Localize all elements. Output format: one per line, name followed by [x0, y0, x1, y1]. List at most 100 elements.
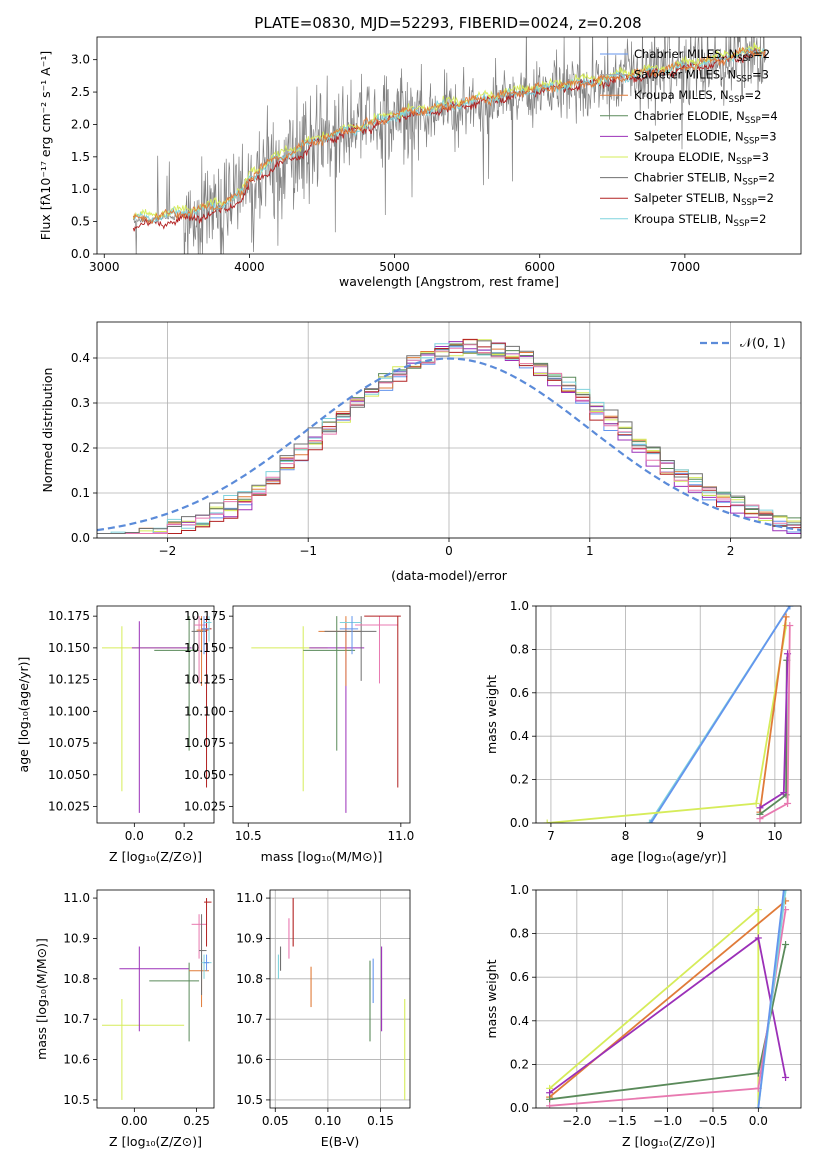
charts: 3000 4000 5000 6000 7000 0.0 0.5 1.0 1.5 2.0 2.5 3.…: [16, 36, 802, 1149]
residuals-plot-xtick-label: 2: [727, 544, 735, 558]
age-weight-plot-xtick-label: 9: [696, 829, 704, 843]
age-weight-plot-xtick-label: 7: [547, 829, 555, 843]
residuals-legend: 𝒩(0, 1): [700, 335, 786, 350]
residuals-plot-plot: [97, 338, 801, 534]
z-mass-plot-ytick-label: 10.7: [63, 1012, 90, 1026]
z-age-plot-ytick-label: 10.100: [48, 704, 90, 718]
residuals-plot-xtick-label: 1: [586, 544, 594, 558]
legend-label: Chabrier MILES, NSSP=2: [634, 47, 770, 64]
z-weight-plot-xtick-label: −0.5: [698, 1114, 727, 1128]
ebv-mass-plot-ytick-label: 10.6: [236, 1053, 263, 1067]
spectrum-plot-ylabel: Flux [fλ10⁻¹⁷ erg cm⁻² s⁻¹ A⁻¹]: [38, 51, 53, 240]
z-weight-plot-xtick-label: −1.0: [653, 1114, 682, 1128]
z-weight-plot: −2.0 −1.5 −1.0 −0.5 0.0 0.0 0.2 0.4 0.6 0.8 1.0 Z […: [484, 883, 802, 1149]
spectrum-plot-xtick-label: 4000: [234, 260, 265, 274]
spectrum-legend: Chabrier MILES, NSSP=2 Salpeter MILES, NS…: [600, 47, 778, 229]
spectrum-plot-ytick-label: 1.5: [71, 150, 90, 164]
z-weight-plot-frame: [535, 889, 802, 1109]
z-mass-plot-ytick-label: 11.0: [63, 891, 90, 905]
mass-age-plot-xlabel: mass [log₁₀(M/M⊙)]: [261, 849, 383, 864]
z-mass-plot-plot: [101, 898, 212, 1100]
spectrum-plot-xtick-label: 3000: [89, 260, 120, 274]
z-weight-plot-plot: [546, 890, 790, 1108]
weight-line: [547, 625, 787, 823]
z-age-plot-ytick-label: 10.125: [48, 673, 90, 687]
age-weight-plot-xlabel: age [log₁₀(age/yr)]: [611, 849, 727, 864]
z-weight-plot-xtick-label: 0.0: [749, 1114, 768, 1128]
ebv-mass-plot-grid: [270, 890, 410, 1108]
mass-age-plot-ytick-label: 10.175: [184, 609, 226, 623]
spectrum-plot-xtick-label: 7000: [670, 260, 701, 274]
legend-label: Kroupa ELODIE, NSSP=3: [634, 150, 769, 167]
ebv-mass-plot-ytick-label: 10.7: [236, 1012, 263, 1026]
legend-label: Chabrier ELODIE, NSSP=4: [634, 109, 778, 126]
spectrum-model-line: [132, 46, 766, 224]
mass-age-plot-ytick-label: 10.150: [184, 641, 226, 655]
gaussian-curve: [97, 357, 801, 532]
z-age-plot-ytick-label: 10.025: [48, 800, 90, 814]
mass-age-plot-xtick-label: 10.5: [235, 829, 262, 843]
age-weight-plot-ytick-label: 1.0: [510, 599, 529, 613]
z-weight-plot-ytick-label: 0.4: [510, 1014, 529, 1028]
legend-label: Kroupa STELIB, NSSP=2: [634, 212, 766, 229]
z-age-plot-xlabel: Z [log₁₀(Z/Z⊙)]: [109, 849, 202, 864]
weight-line: [549, 907, 760, 1108]
ebv-mass-plot-plot: [277, 898, 406, 1100]
weight-line: [759, 616, 787, 813]
z-weight-plot-xtick-label: −1.5: [608, 1114, 637, 1128]
mass-age-plot-ytick-label: 10.100: [184, 704, 226, 718]
age-weight-plot-xtick-label: 8: [622, 829, 630, 843]
mass-age-plot-ytick-label: 10.025: [184, 800, 226, 814]
spectrum-plot-ytick-label: 2.0: [71, 117, 90, 131]
z-age-plot-ytick-label: 10.075: [48, 736, 90, 750]
age-weight-plot-ylabel: mass weight: [484, 675, 499, 754]
age-weight-plot-ytick-label: 0.2: [510, 773, 529, 787]
spectrum-plot-xlabel: wavelength [Angstrom, rest frame]: [339, 274, 559, 289]
residuals-plot-ytick-label: 0.2: [71, 441, 90, 455]
age-weight-plot: 7 8 9 10 0.0 0.2 0.4 0.6 0.8 1.0 age [log₁₀(age/yr…: [484, 599, 802, 864]
z-weight-plot-ytick-label: 0.2: [510, 1057, 529, 1071]
mass-age-plot-ytick-label: 10.050: [184, 768, 226, 782]
z-weight-plot-xlabel: Z [log₁₀(Z/Z⊙)]: [622, 1134, 715, 1149]
z-age-plot-ytick-label: 10.175: [48, 609, 90, 623]
spectrum-plot-plot: [132, 37, 767, 254]
spectrum-plot-frame: [96, 36, 802, 255]
z-mass-plot-ytick-label: 10.8: [63, 972, 90, 986]
mass-age-plot-ytick-label: 10.125: [184, 673, 226, 687]
age-weight-plot-grid: [536, 605, 801, 824]
z-age-plot-ytick-label: 10.150: [48, 641, 90, 655]
residuals-plot-ytick-label: 0.1: [71, 486, 90, 500]
residuals-plot: −2 −1 0 1 2 0.0 0.1 0.2 0.3 0.4 (data-model)/error…: [40, 321, 802, 583]
spectrum-plot-ytick-label: 3.0: [71, 53, 90, 67]
residuals-plot-ytick-label: 0.0: [71, 531, 90, 545]
mass-age-plot-plot: [251, 615, 401, 813]
figure-title: PLATE=0830, MJD=52293, FIBERID=0024, z=0…: [254, 14, 641, 32]
mass-age-plot: 10.5 11.0 10.025 10.050 10.075 10.100 10.125 10…: [184, 605, 414, 864]
residuals-plot-xtick-label: −2: [159, 544, 177, 558]
age-weight-plot-ytick-label: 0.4: [510, 729, 529, 743]
spectrum-plot-xtick-label: 6000: [524, 260, 555, 274]
age-weight-plot-ytick-label: 0.8: [510, 642, 529, 656]
z-weight-plot-ytick-label: 0.8: [510, 927, 529, 941]
ebv-mass-plot-frame: [269, 889, 411, 1109]
z-weight-plot-ytick-label: 0.0: [510, 1101, 529, 1115]
z-mass-plot-xtick-label: 0.25: [183, 1114, 210, 1128]
residuals-plot-ytick-label: 0.3: [71, 396, 90, 410]
spectrum-plot-ytick-label: 1.0: [71, 182, 90, 196]
age-weight-plot-xtick-label: 10: [767, 829, 782, 843]
z-weight-plot-ylabel: mass weight: [484, 959, 499, 1038]
z-age-plot-xtick-label: 0.0: [125, 829, 144, 843]
ebv-mass-plot-xtick-label: 0.15: [367, 1114, 394, 1128]
z-mass-plot-xtick-label: 0.00: [121, 1114, 148, 1128]
z-mass-plot-ytick-label: 10.6: [63, 1053, 90, 1067]
ebv-mass-plot: 0.05 0.10 0.15 10.5 10.6 10.7 10.8 10.9 11.0 E(B-…: [236, 889, 411, 1149]
weight-line: [759, 660, 788, 816]
z-mass-plot-ytick-label: 10.9: [63, 931, 90, 945]
weight-line: [650, 606, 791, 823]
ebv-mass-plot-ytick-label: 10.5: [236, 1093, 263, 1107]
z-weight-plot-ytick-label: 1.0: [510, 883, 529, 897]
spectrum-plot-ytick-label: 0.0: [71, 247, 90, 261]
ebv-mass-plot-xtick-label: 0.10: [315, 1114, 342, 1128]
spectrum-plot: 3000 4000 5000 6000 7000 0.0 0.5 1.0 1.5 2.0 2.5 3.…: [38, 36, 802, 289]
